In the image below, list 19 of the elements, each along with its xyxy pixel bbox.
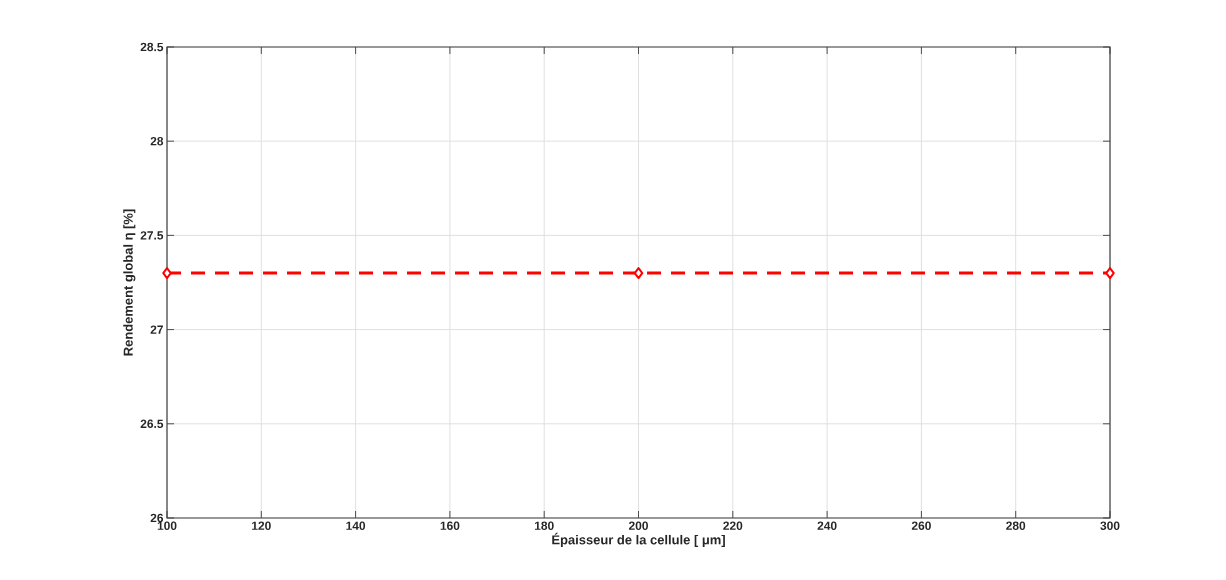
y-tick-label: 28	[150, 136, 164, 146]
y-tick-label: 27.5	[140, 231, 164, 240]
x-tick-label: 240	[817, 521, 837, 530]
x-axis-title: Épaisseur de la cellule [ μm]	[552, 532, 725, 547]
x-tick-label: 300	[1100, 521, 1120, 530]
x-tick-label: 160	[440, 521, 460, 530]
x-tick-label: 180	[534, 521, 554, 530]
y-tick-label: 28.5	[140, 42, 164, 52]
y-tick-label: 27	[150, 325, 163, 334]
x-tick-label: 260	[911, 521, 931, 530]
x-tick-label: 120	[252, 521, 271, 530]
y-tick-label: 26.5	[140, 419, 164, 429]
x-tick-label: 140	[346, 521, 366, 530]
x-tick-label: 100	[157, 521, 177, 530]
x-tick-label: 280	[1006, 521, 1026, 530]
x-tick-label: 200	[628, 521, 648, 530]
x-tick-label: 220	[723, 521, 743, 530]
y-tick-label: 26	[150, 513, 164, 523]
y-axis-title: Rendement global η [%]	[123, 209, 136, 356]
